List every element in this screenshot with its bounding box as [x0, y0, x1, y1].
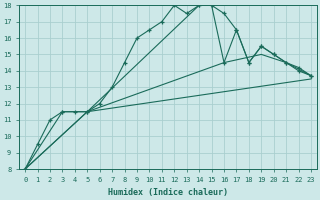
X-axis label: Humidex (Indice chaleur): Humidex (Indice chaleur)	[108, 188, 228, 197]
